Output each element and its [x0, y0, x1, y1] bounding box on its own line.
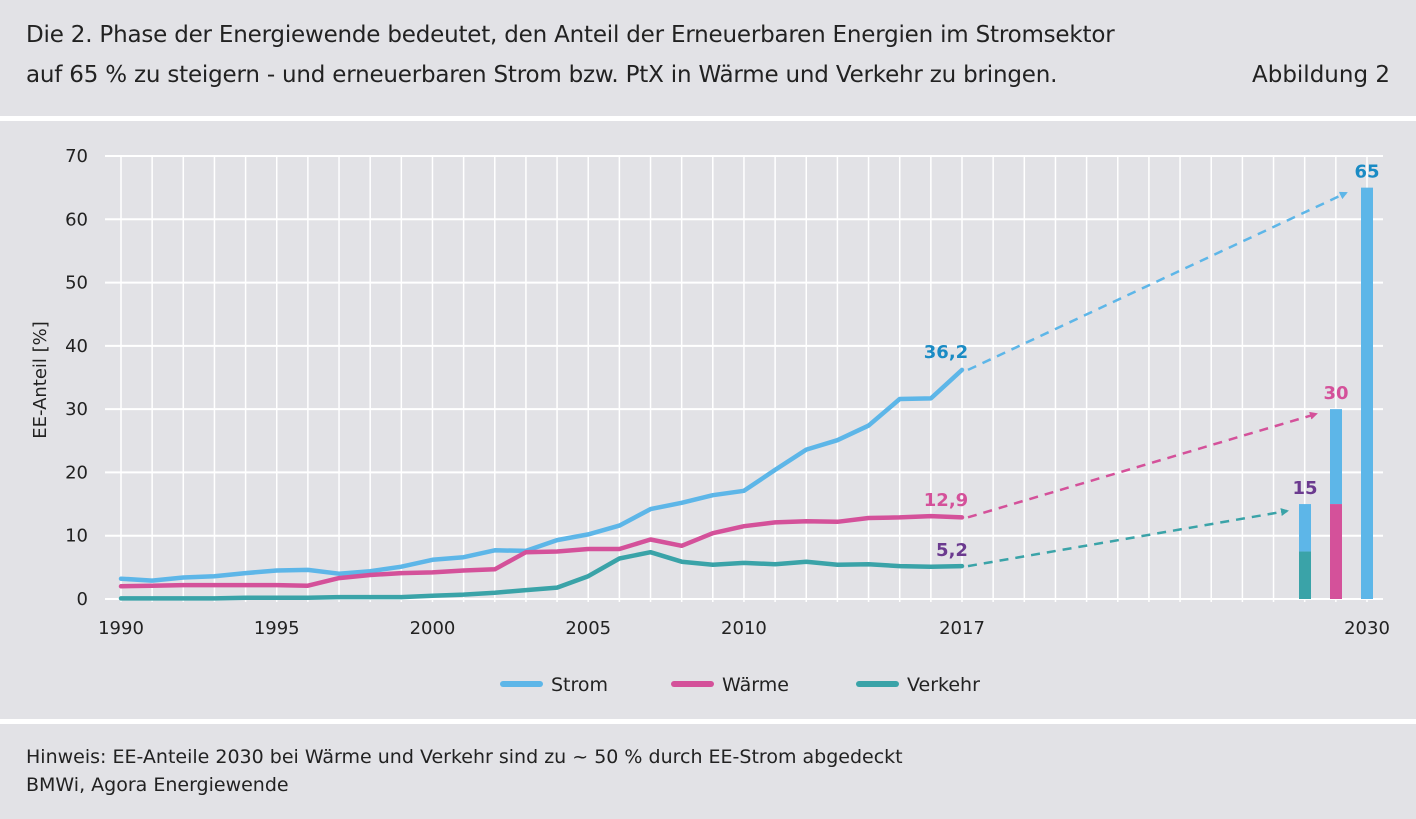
y-tick-label: 10 [65, 526, 88, 547]
series-end-label: 36,2 [924, 342, 968, 363]
y-tick-label: 60 [65, 209, 88, 230]
y-tick-label: 50 [65, 273, 88, 294]
source-credit: BMWi, Agora Energiewende [26, 774, 289, 796]
projection-arrow-verkehr [967, 508, 1289, 568]
header: Die 2. Phase der Energiewende bedeutet, … [0, 0, 1416, 116]
x-tick-label: 2010 [721, 618, 767, 639]
figure-label: Abbildung 2 [1251, 62, 1390, 88]
bar-2030-wärme [1330, 504, 1342, 599]
y-axis-label: EE-Anteil [%] [30, 321, 51, 439]
title-line-2: auf 65 % zu steigern - und erneuerbaren … [26, 62, 1058, 88]
title-line-1: Die 2. Phase der Energiewende bedeutet, … [26, 22, 1115, 48]
y-tick-label: 30 [65, 399, 88, 420]
x-tick-label: 2005 [565, 618, 611, 639]
x-tick-label: 2000 [410, 618, 456, 639]
bar-2030-strom [1361, 187, 1373, 599]
legend-label: Verkehr [907, 674, 980, 696]
bar-value-label: 65 [1354, 162, 1379, 183]
bar-value-label: 30 [1323, 383, 1348, 404]
series-end-label: 12,9 [924, 490, 968, 511]
y-tick-label: 70 [65, 146, 88, 167]
series-line-strom [118, 367, 965, 583]
series-line-verkehr [118, 549, 965, 601]
footnote: Hinweis: EE-Anteile 2030 bei Wärme und V… [26, 746, 903, 768]
x-tick-label: 1995 [254, 618, 300, 639]
y-tick-label: 20 [65, 462, 88, 483]
footer: Hinweis: EE-Anteile 2030 bei Wärme und V… [0, 724, 1416, 819]
bar-2030-wärme-ee-strom [1330, 409, 1342, 505]
y-tick-label: 40 [65, 336, 88, 357]
projection-arrow-wärme [967, 411, 1318, 519]
bar-value-label: 15 [1292, 478, 1317, 499]
legend-label: Strom [551, 674, 608, 696]
legend-label: Wärme [722, 674, 789, 696]
x-tick-label: 2017 [939, 618, 985, 639]
projection-arrow-strom [967, 191, 1348, 372]
series-end-label: 5,2 [936, 540, 968, 561]
y-tick-label: 0 [77, 589, 88, 610]
bar-2030-verkehr-ee-strom [1299, 504, 1311, 552]
x-tick-label: 2030 [1344, 618, 1390, 639]
series-line-wärme [118, 513, 965, 589]
x-tick-label: 1990 [98, 618, 144, 639]
bar-2030-verkehr [1299, 551, 1311, 599]
